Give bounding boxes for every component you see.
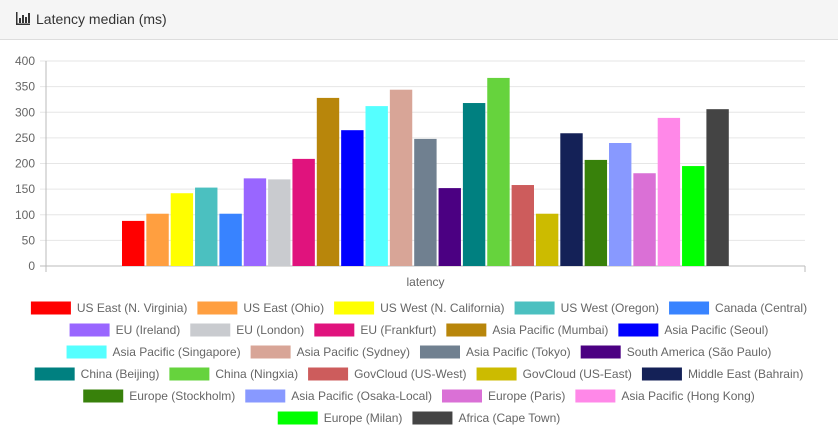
panel-header: Latency median (ms) [0, 0, 838, 40]
y-tick-label: 200 [15, 157, 35, 171]
legend-swatch [446, 323, 487, 337]
y-tick-label: 250 [15, 131, 35, 145]
legend-label: EU (Ireland) [116, 323, 181, 337]
bar [389, 89, 413, 266]
legend-label: EU (London) [236, 323, 304, 337]
legend-swatch [250, 345, 291, 359]
bar [609, 143, 632, 266]
legend-swatch [69, 323, 110, 337]
y-tick-label: 0 [28, 259, 35, 273]
bar [633, 173, 656, 266]
legend-label: Canada (Central) [715, 301, 807, 315]
bar [414, 138, 437, 266]
bar [511, 185, 534, 266]
bar [122, 220, 145, 266]
legend-swatch [169, 367, 210, 381]
legend-label: Asia Pacific (Mumbai) [492, 323, 608, 337]
legend-label: Asia Pacific (Singapore) [113, 345, 241, 359]
bar [706, 109, 729, 266]
panel-title: Latency median (ms) [36, 11, 167, 27]
legend-swatch [277, 411, 318, 425]
legend-label: Africa (Cape Town) [458, 411, 560, 425]
legend-swatch [618, 323, 659, 337]
legend-swatch [441, 389, 482, 403]
legend-swatch [412, 411, 453, 425]
y-tick-label: 300 [15, 105, 35, 119]
legend-label: Asia Pacific (Seoul) [664, 323, 768, 337]
x-axis-label: latency [406, 275, 444, 289]
legend-label: Europe (Stockholm) [129, 389, 235, 403]
legend-label: Asia Pacific (Tokyo) [466, 345, 571, 359]
bar [219, 213, 242, 266]
legend-swatch [514, 301, 555, 315]
bar [195, 187, 218, 266]
bar [341, 130, 364, 266]
legend-swatch [245, 389, 286, 403]
legend-label: US East (Ohio) [243, 301, 324, 315]
legend-swatch [580, 345, 621, 359]
bar [535, 213, 559, 266]
legend-label: Asia Pacific (Osaka-Local) [291, 389, 432, 403]
y-tick-label: 100 [15, 208, 35, 222]
latency-bar-chart: 0 50 100 150 200 250 300 350 400 latency US East (… [15, 54, 807, 425]
bar [243, 178, 267, 266]
bar [487, 77, 510, 266]
legend-swatch [669, 301, 710, 315]
legend-label: Europe (Paris) [488, 389, 565, 403]
bar [170, 193, 194, 266]
legend-swatch [575, 389, 616, 403]
legend-swatch [419, 345, 460, 359]
legend-label: GovCloud (US-East) [523, 367, 632, 381]
legend-label: US East (N. Virginia) [77, 301, 187, 315]
legend-swatch [314, 323, 355, 337]
bar-chart-icon [16, 12, 30, 25]
legend-label: US West (Oregon) [561, 301, 659, 315]
y-tick-label: 350 [15, 80, 35, 94]
legend-swatch [34, 367, 75, 381]
legend-label: Asia Pacific (Sydney) [297, 345, 410, 359]
legend-label: China (Beijing) [81, 367, 160, 381]
bar [584, 159, 608, 266]
legend-label: Middle East (Bahrain) [688, 367, 803, 381]
bar [292, 158, 315, 266]
bar [365, 106, 388, 266]
bar [438, 188, 461, 266]
legend-swatch [66, 345, 107, 359]
y-tick-label: 150 [15, 182, 35, 196]
bar [657, 117, 681, 266]
legend-label: EU (Frankfurt) [360, 323, 436, 337]
legend-label: US West (N. California) [380, 301, 504, 315]
bar [316, 97, 340, 267]
legend-swatch [190, 323, 231, 337]
bar [560, 133, 583, 266]
bar [682, 166, 705, 266]
legend-label: GovCloud (US-West) [354, 367, 466, 381]
legend-swatch [308, 367, 349, 381]
legend-swatch [641, 367, 682, 381]
legend-swatch [334, 301, 375, 315]
bar [462, 103, 486, 267]
y-tick-label: 50 [22, 233, 36, 247]
legend-label: South America (São Paulo) [627, 345, 772, 359]
legend-label: Europe (Milan) [324, 411, 403, 425]
bar [146, 213, 169, 266]
legend-swatch [197, 301, 238, 315]
legend-swatch [30, 301, 71, 315]
legend-swatch [83, 389, 124, 403]
y-tick-label: 400 [15, 54, 35, 68]
legend-label: China (Ningxia) [215, 367, 298, 381]
bar [268, 179, 291, 266]
legend-swatch [476, 367, 517, 381]
legend-label: Asia Pacific (Hong Kong) [621, 389, 754, 403]
